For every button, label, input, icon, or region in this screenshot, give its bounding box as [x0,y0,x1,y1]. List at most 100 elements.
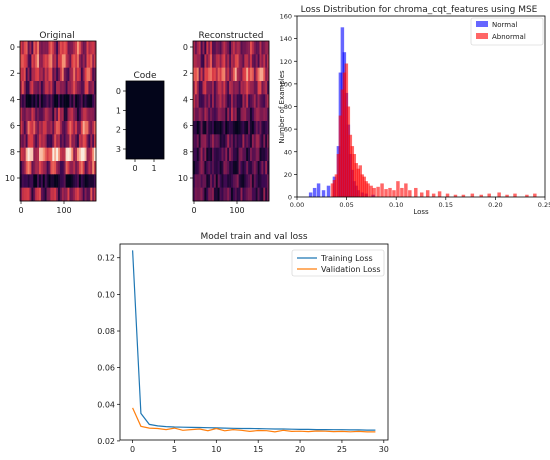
reconstructed-cell [206,187,209,202]
original-cell [65,94,68,108]
reconstructed-cell [227,67,230,82]
reconstructed-cell [208,107,211,122]
reconstructed-cell [253,107,256,122]
reconstructed-cell [244,174,247,188]
reconstructed-cell [253,54,256,68]
original-cell [29,174,32,188]
original-cell [80,41,83,55]
original-cell [35,174,38,188]
reconstructed-cell [261,161,264,175]
original-cell [59,187,63,202]
original-cell [25,161,28,175]
original-cell [50,134,53,148]
original-cell [25,41,28,55]
reconstructed-cell [210,187,213,202]
reconstructed-cell [246,134,249,148]
original-cell [61,54,64,68]
reconstructed-cell [193,81,196,95]
histogram-x-label: Loss [413,208,429,216]
reconstructed-cell [215,81,218,95]
reconstructed-cell [196,107,199,122]
original-cell [65,147,68,162]
reconstructed-cell [255,134,258,148]
original-cell [31,41,34,55]
reconstructed-cell [231,187,234,202]
reconstructed-cell [263,81,266,95]
reconstructed-cell [232,161,236,175]
reconstructed-cell [259,107,262,122]
original-cell [77,41,80,55]
original-cell [29,67,32,82]
original-cell [78,174,82,188]
reconstructed-cell [263,41,266,55]
reconstructed-cell [193,121,196,135]
original-cell [27,41,30,55]
original-cell [54,107,57,122]
original-cell [40,147,44,162]
reconstructed-cell [206,161,209,175]
reconstructed-cell [193,107,196,122]
original-cell [40,67,44,82]
reconstructed-cell [206,107,209,122]
reconstructed-cell [213,121,217,135]
original-cell [67,134,70,148]
histogram-legend: Normal Abnormal [470,17,544,46]
original-cell [52,54,55,68]
original-cell [92,147,95,162]
reconstructed-cell [213,67,217,82]
reconstructed-cell [194,187,198,202]
reconstructed-cell [253,41,256,55]
normal-histogram-bar [316,183,321,197]
original-cell [56,54,59,68]
line-x-tick-label: 25 [337,445,347,454]
reconstructed-cell [234,107,237,122]
reconstructed-cell [259,161,262,175]
histogram-x-ticks: 0.00 0.05 0.10 0.15 0.20 0.25 [290,197,550,209]
reconstructed-cell [219,54,222,68]
reconstructed-cell [255,54,258,68]
original-cell [59,134,63,148]
reconstructed-cell [251,107,255,122]
reconstructed-cell [210,134,213,148]
original-cell [20,81,23,95]
abnormal-histogram-bar [356,168,360,197]
original-cell [42,134,45,148]
original-x-tick-label: 0 [18,206,23,215]
reconstructed-cell [219,187,222,202]
line-chart-title: Model train and val loss [200,232,307,242]
original-cell [50,81,53,95]
line-x-tick-label: 30 [379,445,389,454]
original-cell [73,67,76,82]
original-cell [58,107,61,122]
original-cell [25,187,28,202]
reconstructed-cell [244,121,247,135]
original-cell [82,67,85,82]
line-y-tick-label: 0.02 [97,437,115,446]
original-cell [42,187,45,202]
original-cell [50,187,53,202]
original-cell [86,94,89,108]
original-cell [44,41,47,55]
original-cell [21,107,25,122]
original-heatmap-cells [20,41,97,202]
reconstructed-cell [265,147,268,162]
reconstructed-cell [234,41,237,55]
reconstructed-cell [234,174,237,188]
original-cell [29,134,32,148]
original-cell [58,94,61,108]
reconstructed-cell [219,81,222,95]
original-cell [42,41,45,55]
original-cell [54,54,57,68]
original-cell [25,147,28,162]
reconstructed-cell [227,107,230,122]
original-cell [88,161,91,175]
reconstructed-cell [196,161,199,175]
original-cell [39,174,42,188]
reconstructed-cell [248,121,251,135]
original-cell [78,147,82,162]
reconstructed-cell [248,174,251,188]
original-cell [35,41,38,55]
original-cell [75,41,78,55]
original-cell [40,94,44,108]
original-cell [46,187,49,202]
